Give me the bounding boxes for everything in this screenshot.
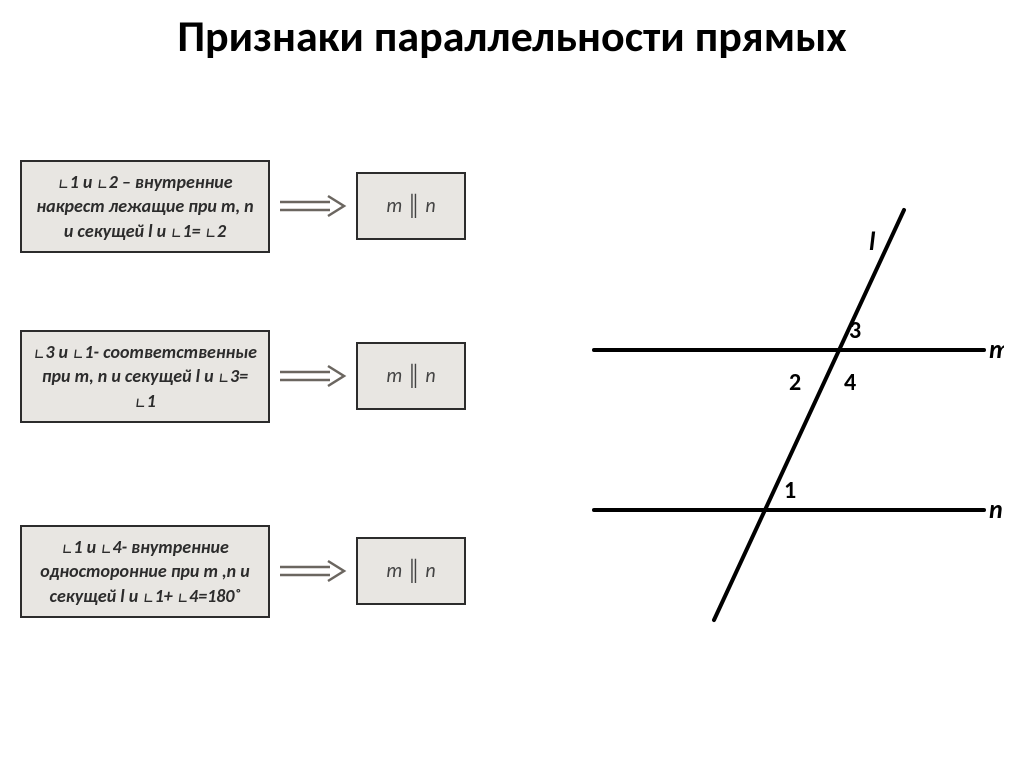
criterion-row-3: ∟1 и ∟4- внутренние односторонние при m … [20,525,466,618]
content-area: ∟1 и ∟2 – внутренние накрест лежащие при… [0,130,1024,767]
svg-text:l: l [869,225,876,257]
svg-text:n: n [989,493,1003,525]
result-box-1: m ║ n [356,172,466,240]
page-title: Признаки параллельности прямых [0,0,1024,60]
criterion-row-2: ∟3 и ∟1- соответственные при m, n и секу… [20,330,466,423]
svg-text:m: m [989,333,1004,365]
svg-text:1: 1 [784,476,796,505]
criterion-row-1: ∟1 и ∟2 – внутренние накрест лежащие при… [20,160,466,253]
criterion-box-2: ∟3 и ∟1- соответственные при m, n и секу… [20,330,270,423]
criterion-box-3: ∟1 и ∟4- внутренние односторонние при m … [20,525,270,618]
svg-text:4: 4 [844,368,856,397]
svg-text:2: 2 [789,368,801,397]
result-box-2: m ║ n [356,342,466,410]
arrow-icon [278,194,348,218]
svg-text:3: 3 [849,316,861,345]
geometry-diagram: m n l 3 2 4 1 [584,190,1004,630]
arrow-icon [278,364,348,388]
result-box-3: m ║ n [356,537,466,605]
criterion-box-1: ∟1 и ∟2 – внутренние накрест лежащие при… [20,160,270,253]
arrow-icon [278,559,348,583]
